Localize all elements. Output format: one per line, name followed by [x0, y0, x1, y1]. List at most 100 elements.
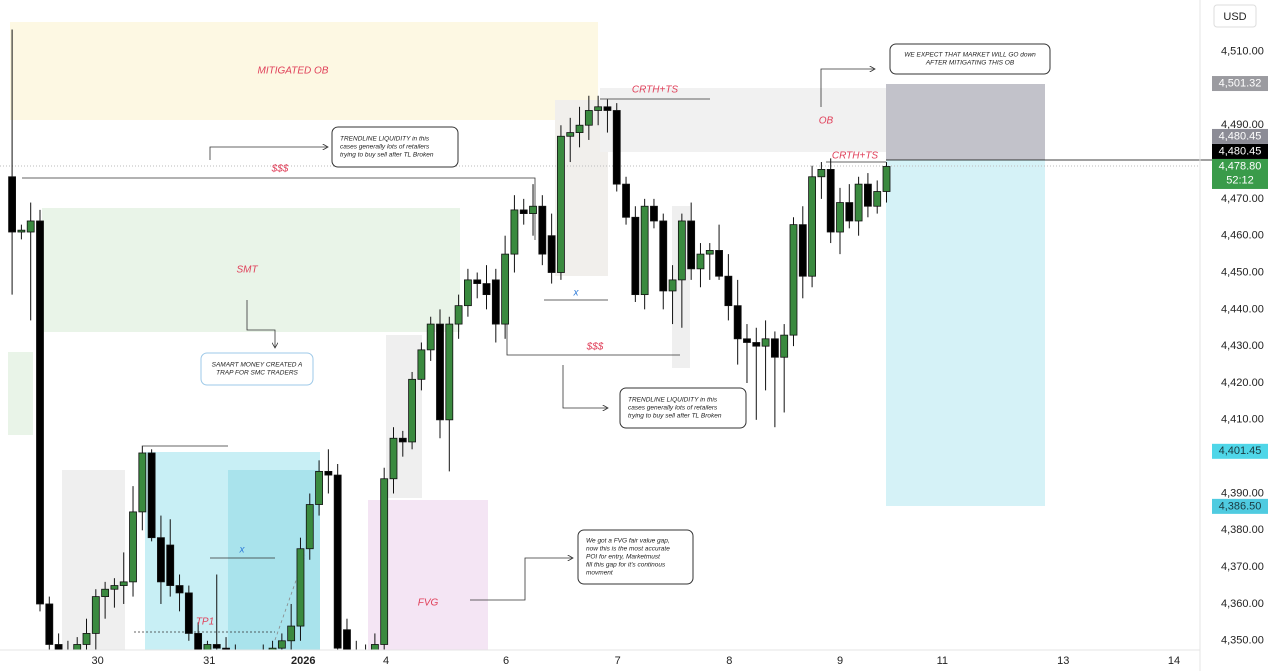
candle-body	[157, 537, 165, 583]
x-tick-label: 11	[937, 655, 948, 667]
candle-body	[119, 581, 128, 586]
currency-button[interactable]	[1213, 4, 1257, 28]
countdown: 52:12	[1226, 174, 1254, 186]
notes: MITIGATED OB CRTH+TS OB CRTH+TS $$$ SMT x $$$ x T…	[196, 43, 1051, 628]
price-badge-label: 4,501.32	[1219, 77, 1262, 89]
candle-body	[101, 588, 110, 598]
candle-body	[232, 656, 239, 663]
candle-body	[203, 644, 212, 650]
price-badge-label: 4,478.80	[1219, 160, 1262, 172]
candle-body	[17, 229, 26, 233]
candle-body	[705, 250, 714, 255]
candle-body	[277, 640, 286, 649]
y-tick-label: 4,460.00	[1221, 230, 1264, 242]
candle-body	[166, 544, 175, 586]
candle-body	[659, 220, 668, 292]
note-box	[331, 126, 459, 168]
note-text: SAMART MONEY CREATED A	[212, 362, 303, 369]
y-tick-label: 4,390.00	[1221, 487, 1264, 499]
candle-body	[353, 652, 360, 656]
note-text: cases generally lots of retailers	[340, 144, 430, 151]
candle-body	[761, 338, 770, 347]
y-tick-label: 4,430.00	[1221, 340, 1264, 352]
candle-body	[808, 176, 816, 277]
x-tick-label: 6	[503, 655, 509, 667]
note-text: AFTER MITIGATING THIS OB	[925, 60, 1015, 67]
y-tick-label: 4,420.00	[1221, 377, 1264, 389]
price-badge	[1212, 76, 1268, 92]
annotation: x	[239, 545, 246, 556]
candle-body	[529, 205, 537, 214]
candle-body	[575, 124, 584, 133]
y-tick-label: 4,450.00	[1221, 266, 1264, 278]
price-badge-label: 4,480.45	[1219, 145, 1262, 157]
currency[interactable]: USD	[1223, 11, 1246, 23]
arrow	[470, 558, 573, 601]
candle-body	[724, 275, 733, 307]
x-tick-label: 7	[615, 655, 621, 667]
annotation: x	[573, 288, 580, 299]
candle-body	[389, 437, 398, 480]
candle-body	[445, 323, 454, 421]
candle-body	[603, 106, 612, 111]
candle-body	[184, 592, 193, 634]
candle-body	[260, 659, 267, 663]
candle-body	[622, 183, 630, 218]
candle-body	[64, 652, 71, 659]
y-tick-label: 4,440.00	[1221, 303, 1264, 315]
candle-body	[836, 202, 844, 233]
candle-body	[752, 342, 761, 347]
candle-body	[482, 283, 491, 296]
candle-body	[780, 334, 789, 358]
note-box	[889, 43, 1051, 75]
annotation: FVG	[418, 598, 439, 609]
candle-body	[370, 644, 379, 650]
candle-body	[398, 437, 407, 443]
candle-body	[882, 166, 891, 192]
price-badge	[1212, 128, 1268, 144]
price-badge-label: 4,386.50	[1219, 500, 1262, 512]
x-tick-label: 31	[203, 655, 215, 667]
candle-body	[54, 644, 63, 650]
y-tick-label: 4,490.00	[1221, 119, 1264, 131]
y-tick-label: 4,350.00	[1221, 635, 1264, 647]
candle-body	[538, 205, 547, 255]
candle-body	[501, 253, 510, 325]
candle-body	[845, 202, 854, 222]
candle-body	[305, 504, 314, 550]
zone	[8, 352, 33, 435]
candle-body	[612, 110, 621, 185]
candle-body	[45, 603, 54, 645]
annotation: MITIGATED OB	[258, 66, 329, 77]
candle-body	[854, 183, 863, 222]
candle-body	[26, 220, 35, 233]
candle-body	[268, 647, 277, 650]
note-box	[200, 352, 314, 386]
candle-body	[296, 548, 305, 627]
candle-body	[547, 235, 556, 273]
note-text: We got a FVG fair value gap,	[586, 538, 670, 545]
arrow	[209, 147, 328, 160]
candle-body	[826, 169, 835, 233]
candle-body	[640, 205, 649, 296]
annotation: $$$	[586, 342, 604, 353]
candle-body	[333, 474, 342, 649]
note-text: TRAP FOR SMC TRADERS	[216, 370, 298, 377]
candle-body	[212, 644, 221, 649]
candle-body	[491, 279, 500, 325]
candle-body	[519, 209, 528, 214]
price-badge	[1212, 143, 1268, 159]
candle-body	[8, 176, 16, 233]
candle-body	[315, 470, 323, 505]
line	[22, 177, 536, 240]
candle-body	[473, 279, 482, 284]
candles	[8, 29, 891, 663]
candle-body	[817, 169, 826, 178]
candle-body	[222, 647, 230, 650]
price-badge-label: 4,480.45	[1219, 130, 1262, 142]
note-text: trying to buy sell after TL Broken	[628, 413, 722, 420]
candle-body	[138, 452, 147, 513]
candle-body	[175, 585, 184, 594]
arrow	[246, 300, 275, 348]
